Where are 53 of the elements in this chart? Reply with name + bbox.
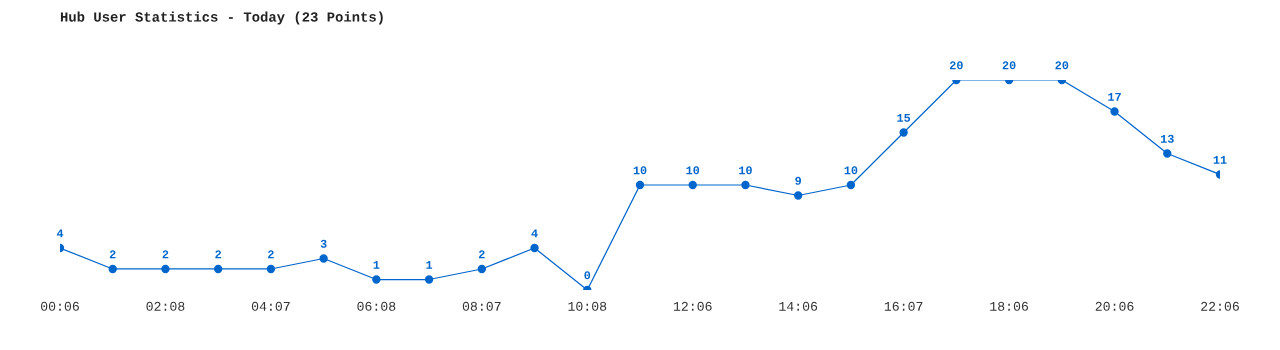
point (1110, 107, 1119, 116)
data-label: 2 (478, 250, 485, 259)
x-tick-label: 16:07 (884, 301, 923, 311)
data-label: 20 (1002, 61, 1016, 70)
x-tick-label: 00:06 (41, 301, 79, 311)
data-label: 1 (426, 260, 433, 269)
x-tick-label: 04:07 (251, 301, 290, 311)
data-label: 17 (1108, 92, 1121, 101)
point (846, 180, 856, 190)
chart-title: Hub User Statistics - Today (23 Points) (60, 11, 383, 25)
point (161, 264, 170, 274)
data-label: 11 (1213, 155, 1227, 164)
point (794, 191, 803, 200)
point (108, 264, 117, 274)
data-label: 10 (686, 166, 700, 175)
x-tick-label: 18:06 (990, 301, 1029, 311)
point (741, 180, 750, 190)
data-label: 15 (897, 113, 911, 122)
x-tick-label: 02:08 (146, 301, 185, 311)
point (319, 254, 328, 263)
x-tick-label: 22:06 (1201, 301, 1239, 311)
data-label: 2 (162, 250, 169, 259)
x-tick-label: 10:08 (568, 301, 607, 311)
point (688, 180, 697, 190)
data-label: 10 (633, 166, 647, 175)
data-label: 2 (109, 250, 116, 259)
data-label: 9 (795, 176, 802, 185)
point (635, 180, 645, 190)
data-label: 1 (373, 260, 380, 269)
x-tick-label: 08:07 (462, 301, 501, 311)
data-label: 3 (320, 239, 327, 248)
data-label: 4 (56, 229, 64, 238)
data-label: 10 (844, 166, 858, 175)
x-tick-label: 14:06 (779, 301, 818, 311)
point (214, 264, 223, 274)
point (530, 243, 539, 253)
point (1163, 149, 1172, 158)
data-label: 10 (739, 166, 752, 175)
point (899, 128, 908, 137)
data-label: 2 (215, 250, 222, 259)
data-label: 20 (1055, 61, 1069, 70)
point (477, 264, 486, 274)
point (372, 275, 381, 284)
data-label: 2 (268, 250, 274, 259)
data-label: 20 (949, 61, 963, 70)
x-tick-label: 12:06 (673, 301, 712, 311)
data-label: 13 (1160, 134, 1174, 143)
x-tick-label: 20:06 (1095, 301, 1134, 311)
point (266, 264, 276, 274)
point (424, 275, 434, 284)
data-label: 4 (531, 229, 538, 238)
x-tick-label: 06:08 (357, 301, 396, 311)
data-label: 0 (584, 271, 591, 280)
